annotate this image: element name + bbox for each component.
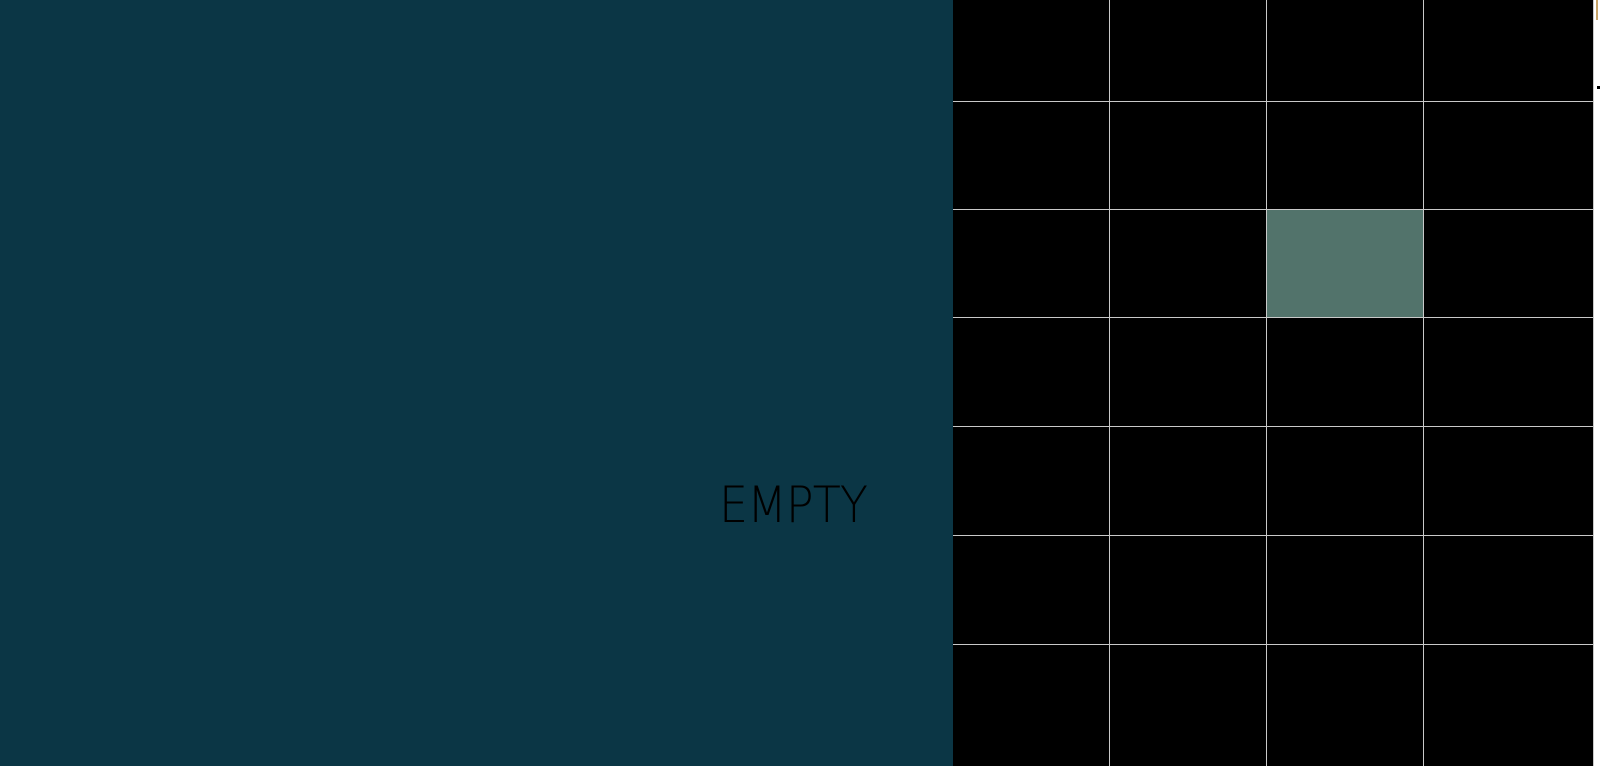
board-cell[interactable] (1424, 645, 1594, 766)
board-cell[interactable] (1424, 0, 1594, 102)
edge-marker-icon (1596, 0, 1598, 20)
board-cell[interactable] (953, 318, 1110, 427)
edge-dot-icon (1597, 86, 1600, 89)
status-label: EMPTY (719, 476, 868, 534)
board-cell[interactable] (1110, 536, 1267, 645)
board-cell[interactable] (953, 536, 1110, 645)
board-cell[interactable] (1424, 102, 1594, 210)
status-panel: EMPTY (0, 0, 953, 766)
bottom-edge (0, 766, 1600, 768)
board-cell[interactable] (1110, 645, 1267, 766)
board-cell[interactable] (1110, 102, 1267, 210)
board-cell[interactable] (953, 645, 1110, 766)
window-edge (1594, 0, 1600, 768)
board-cell[interactable] (1424, 427, 1594, 536)
board-cell[interactable] (953, 427, 1110, 536)
board-cell[interactable] (1110, 0, 1267, 102)
board-cell[interactable] (1424, 318, 1594, 427)
board-cell[interactable] (953, 210, 1110, 318)
board-cell[interactable] (953, 102, 1110, 210)
board-cell[interactable] (1267, 102, 1424, 210)
board-cell[interactable] (1110, 318, 1267, 427)
board-cell[interactable] (953, 0, 1110, 102)
board-cell-lit[interactable] (1267, 210, 1424, 318)
board-cell[interactable] (1424, 210, 1594, 318)
board-cell[interactable] (1267, 536, 1424, 645)
board-cell[interactable] (1267, 318, 1424, 427)
board-cell[interactable] (1267, 645, 1424, 766)
game-board[interactable] (953, 0, 1594, 766)
board-cell[interactable] (1424, 536, 1594, 645)
board-cell[interactable] (1267, 427, 1424, 536)
board-cell[interactable] (1110, 210, 1267, 318)
board-cell[interactable] (1110, 427, 1267, 536)
board-cell[interactable] (1267, 0, 1424, 102)
